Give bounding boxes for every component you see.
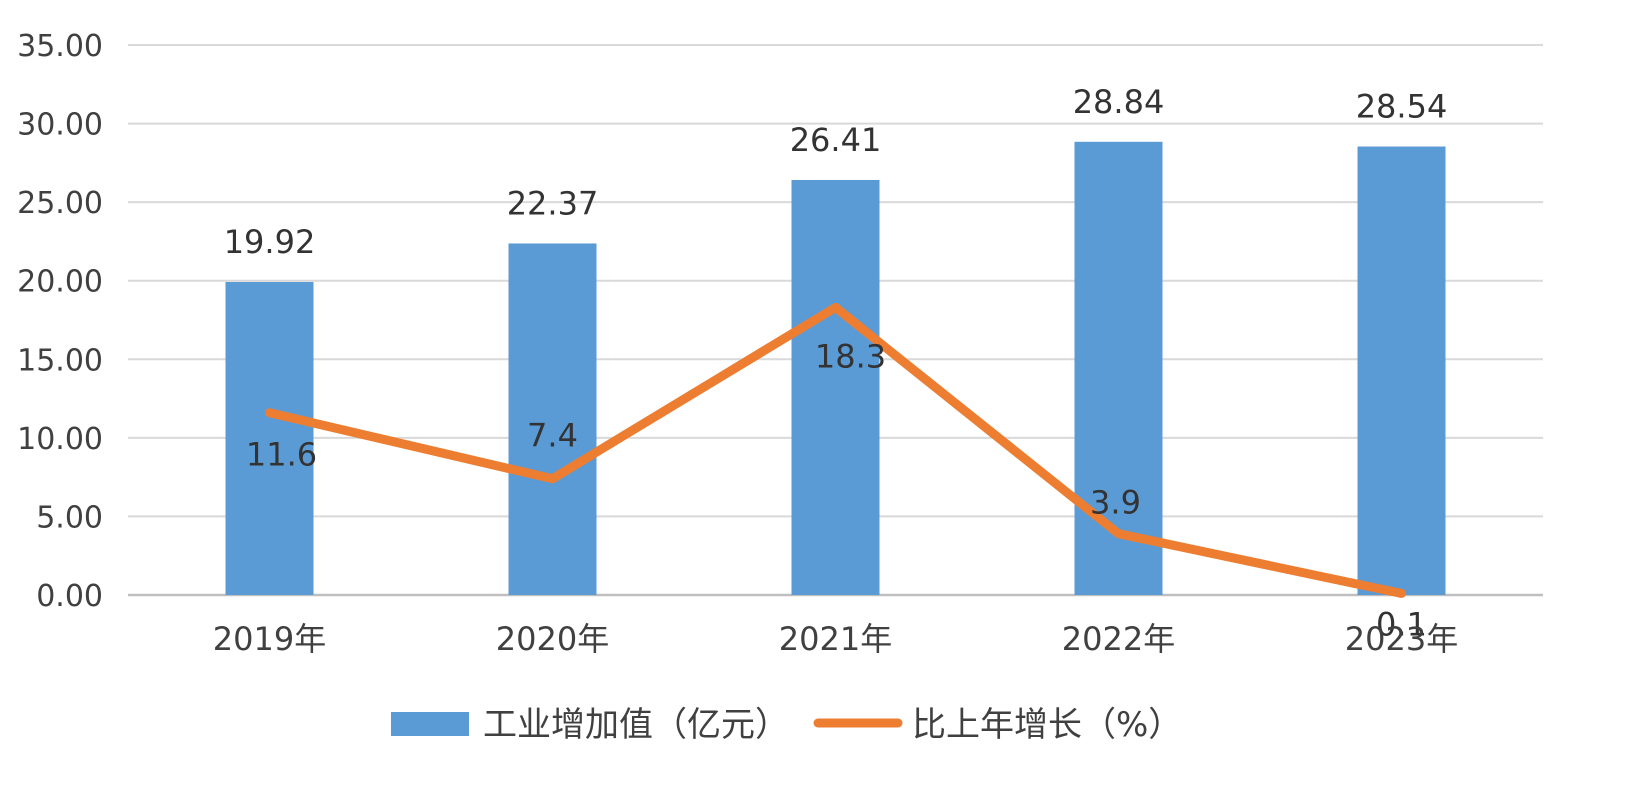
bar-data-label: 19.92 <box>224 223 316 261</box>
x-tick-label: 2021年 <box>779 620 892 658</box>
x-axis: 2019年 2020年 2021年 2022年 2023年 <box>213 620 1458 658</box>
bar <box>1074 141 1163 596</box>
x-tick-label: 2023年 <box>1345 620 1458 658</box>
y-tick-label: 20.00 <box>17 265 103 300</box>
x-tick-label: 2022年 <box>1062 620 1175 658</box>
legend-line-label: 比上年增长（%） <box>912 705 1182 745</box>
line-data-label: 11.6 <box>246 436 317 474</box>
y-axis: 0.00 5.00 10.00 15.00 20.00 25.00 30.00 35.00 <box>17 29 103 614</box>
bars <box>225 141 1446 596</box>
y-tick-label: 0.00 <box>36 579 103 614</box>
line-data-labels: 11.6 7.4 18.3 3.9 0.1 <box>246 337 1427 643</box>
bar <box>1357 146 1446 595</box>
bar <box>508 243 597 595</box>
legend-bar-label: 工业增加值（亿元） <box>483 705 789 745</box>
y-tick-label: 35.00 <box>17 29 103 64</box>
y-tick-label: 15.00 <box>17 343 103 378</box>
bar-data-label: 28.84 <box>1073 83 1165 121</box>
y-tick-label: 5.00 <box>36 500 103 535</box>
line-data-label: 18.3 <box>815 337 886 375</box>
line-data-label: 0.1 <box>1376 605 1427 643</box>
line-data-label: 3.9 <box>1090 484 1141 522</box>
legend: 工业增加值（亿元） 比上年增长（%） <box>391 705 1182 745</box>
y-tick-label: 10.00 <box>17 422 103 457</box>
bar-data-label: 26.41 <box>790 121 882 159</box>
bar <box>225 281 314 595</box>
x-tick-label: 2019年 <box>213 620 326 658</box>
line-data-label: 7.4 <box>527 417 578 455</box>
y-tick-label: 30.00 <box>17 108 103 143</box>
y-tick-label: 25.00 <box>17 186 103 221</box>
growth-line <box>265 302 1406 598</box>
legend-bar-swatch <box>391 712 469 736</box>
bar-data-label: 22.37 <box>507 184 599 222</box>
bar <box>791 179 880 595</box>
x-tick-label: 2020年 <box>496 620 609 658</box>
bar-data-labels: 19.92 22.37 26.41 28.84 28.54 <box>224 83 1448 261</box>
bar-data-label: 28.54 <box>1356 88 1448 126</box>
